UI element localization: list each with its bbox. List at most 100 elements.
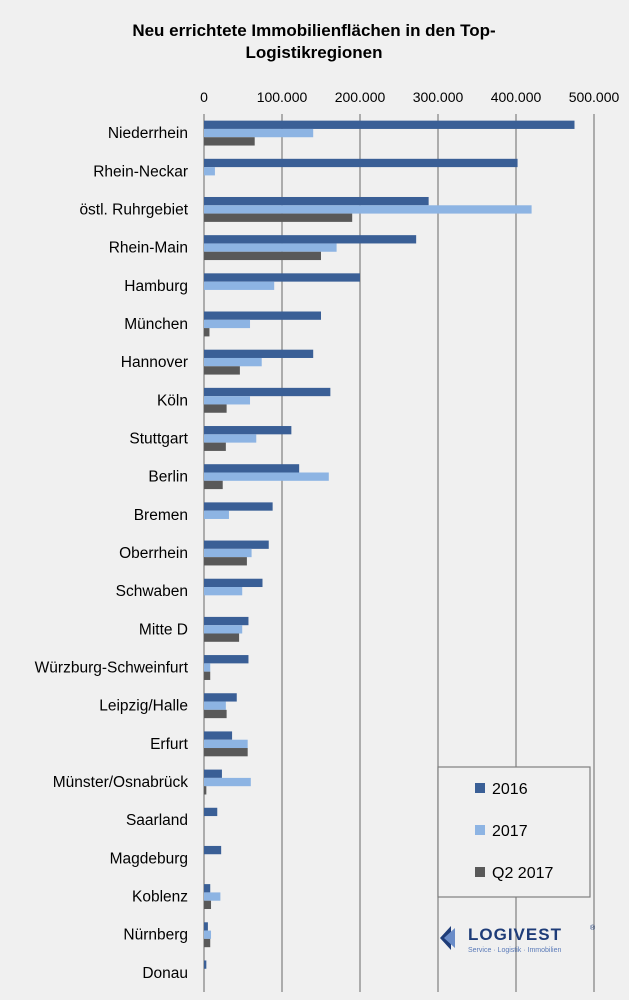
- bar-q2-2017: [204, 709, 227, 719]
- bar-2017: [204, 587, 243, 596]
- bar-2016: [204, 540, 269, 549]
- bar-2017: [204, 243, 337, 252]
- bar-2016: [204, 616, 249, 626]
- category-label: Hannover: [121, 354, 188, 371]
- category-label: Rhein-Main: [109, 240, 188, 257]
- bar-2016: [204, 731, 233, 740]
- legend-box: [437, 766, 591, 898]
- bar-q2-2017: [204, 938, 211, 948]
- legend-label: 2017: [492, 823, 528, 840]
- bar-2016: [204, 693, 237, 702]
- bar-2017: [204, 625, 243, 634]
- bar-q2-2017: [204, 557, 247, 566]
- bar-2017: [204, 319, 251, 329]
- bar-2016: [204, 120, 575, 129]
- bar-2016: [204, 922, 208, 931]
- category-label: Hamburg: [124, 278, 188, 295]
- bar-q2-2017: [204, 671, 211, 680]
- bar-q2-2017: [204, 328, 210, 337]
- bar-2017: [204, 472, 329, 481]
- bar-2017: [204, 701, 226, 710]
- category-label: Koblenz: [132, 889, 188, 906]
- category-label: Nürnberg: [123, 927, 188, 944]
- bar-q2-2017: [204, 633, 240, 642]
- legend-swatch: [475, 825, 485, 835]
- category-label: Erfurt: [150, 736, 189, 753]
- x-tick-label: 0: [200, 89, 208, 105]
- category-label: östl. Ruhrgebiet: [79, 201, 188, 218]
- logivest-logo: LOGIVEST Service · Logistik · Immobilien…: [440, 924, 596, 954]
- bar-2017: [204, 396, 251, 405]
- chart-title-line-2: Logistikregionen: [246, 43, 383, 62]
- bar-2016: [204, 273, 360, 282]
- category-label: Mitte D: [139, 621, 188, 638]
- logo-text: LOGIVEST: [468, 925, 562, 944]
- bar-2017: [204, 128, 314, 138]
- bar-2016: [204, 426, 292, 435]
- category-label: Stuttgart: [129, 430, 188, 447]
- x-axis-ticks: 0 100.000 200.000 300.000 400.000 500.000: [200, 89, 619, 105]
- category-label: Magdeburg: [110, 850, 188, 867]
- category-label: Bremen: [134, 507, 188, 524]
- bar-2016: [204, 235, 417, 244]
- bar-2016: [204, 502, 273, 511]
- x-tick-label: 400.000: [491, 89, 542, 105]
- category-label: Köln: [157, 392, 188, 409]
- bar-2016: [204, 311, 321, 320]
- x-tick-label: 200.000: [335, 89, 386, 105]
- bar-q2-2017: [204, 213, 353, 222]
- bar-2017: [204, 434, 257, 443]
- bar-2017: [204, 739, 248, 749]
- category-labels: Niederrhein Rhein-Neckar östl. Ruhrgebiet R…: [35, 125, 189, 982]
- category-label: Niederrhein: [108, 125, 188, 142]
- bar-2017: [204, 663, 211, 672]
- logo-tagline: Service · Logistik · Immobilien: [468, 947, 561, 954]
- x-tick-label: 100.000: [257, 89, 308, 105]
- bar-2016: [204, 769, 222, 778]
- bar-2017: [204, 357, 262, 367]
- x-tick-label: 300.000: [413, 89, 464, 105]
- bar-q2-2017: [204, 137, 255, 146]
- bar-2016: [204, 349, 314, 358]
- category-label: Rhein-Neckar: [93, 163, 188, 180]
- legend-label: 2016: [492, 781, 528, 798]
- bar-2016: [204, 196, 429, 206]
- category-label: Schwaben: [116, 583, 188, 600]
- bar-2016: [204, 845, 222, 855]
- category-label: Berlin: [148, 469, 188, 486]
- category-label: Donau: [142, 965, 188, 982]
- legend: 2016 2017 Q2 2017: [437, 766, 591, 898]
- svg-text:®: ®: [590, 924, 596, 932]
- bar-2017: [204, 930, 212, 939]
- bar-2017: [204, 167, 215, 176]
- logo-mark-accent-icon: [444, 928, 455, 948]
- bar-2016: [204, 884, 211, 893]
- bar-2016: [204, 655, 249, 664]
- bars: [204, 120, 575, 969]
- legend-swatch: [475, 867, 485, 877]
- bar-2017: [204, 548, 252, 558]
- chart-title-line-1: Neu errichtete Immobilienflächen in den …: [132, 21, 495, 40]
- bar-q2-2017: [204, 786, 207, 795]
- bar-2016: [204, 960, 207, 969]
- category-label: Leipzig/Halle: [99, 698, 188, 715]
- category-label: München: [124, 316, 188, 333]
- bar-2016: [204, 464, 300, 473]
- legend-label: Q2 2017: [492, 865, 553, 882]
- x-tick-label: 500.000: [569, 89, 620, 105]
- bar-2017: [204, 205, 532, 214]
- category-label: Münster/Osnabrück: [53, 774, 188, 791]
- bar-2017: [204, 281, 275, 290]
- bar-q2-2017: [204, 442, 226, 451]
- bar-q2-2017: [204, 251, 321, 261]
- bar-q2-2017: [204, 366, 240, 375]
- category-label: Oberrhein: [119, 545, 188, 562]
- bar-q2-2017: [204, 480, 223, 490]
- legend-swatch: [475, 783, 485, 793]
- bar-2017: [204, 777, 251, 787]
- bar-2016: [204, 158, 518, 168]
- bar-2017: [204, 892, 221, 901]
- bar-q2-2017: [204, 748, 248, 757]
- bar-2016: [204, 387, 331, 397]
